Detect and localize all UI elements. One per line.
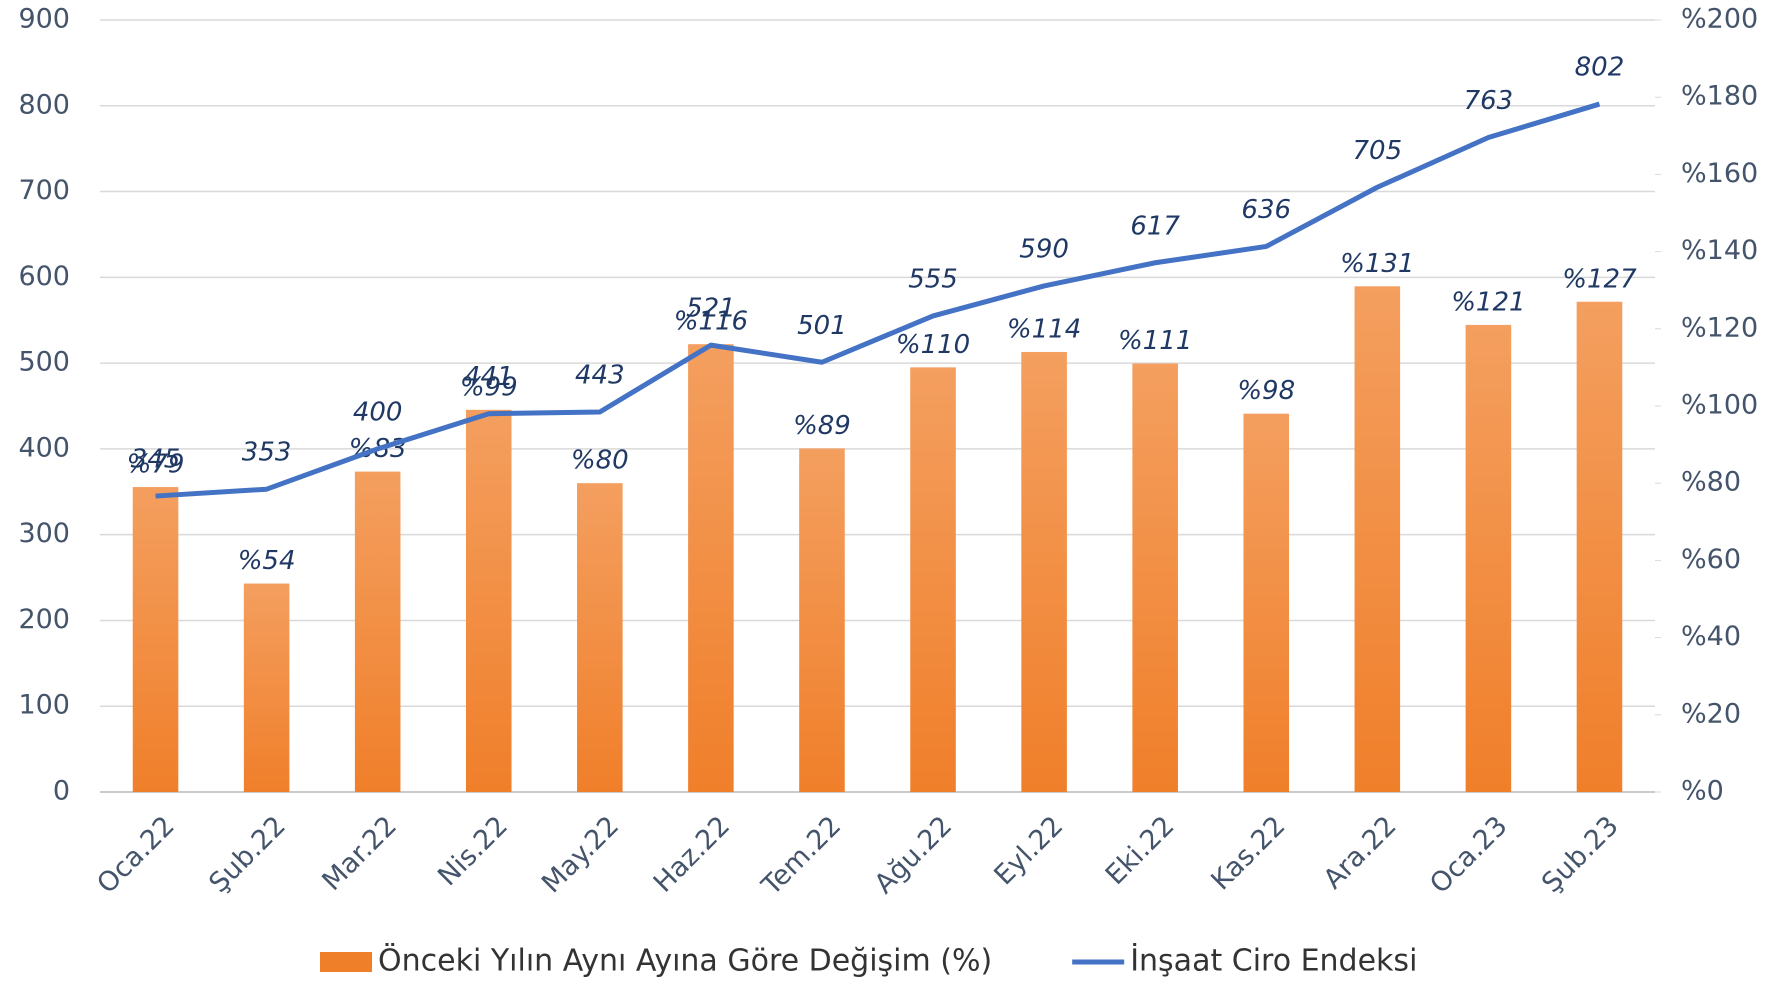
- bar-shade: [465, 409, 512, 792]
- line-value-label: 345: [131, 445, 181, 475]
- legend-swatch: [320, 952, 372, 972]
- line: [155, 101, 1601, 499]
- y-tick-label: 0: [53, 776, 70, 807]
- bar-value-label: %98: [1237, 376, 1295, 406]
- bar-value-label: %114: [1007, 314, 1081, 344]
- bar-value-label: %80: [571, 446, 629, 476]
- legend-label: Önceki Yılın Aynı Ayına Göre Değişim (%): [378, 943, 992, 979]
- x-tick-label: Nis.22: [432, 810, 514, 892]
- x-tick-label: Eki.22: [1100, 810, 1181, 891]
- y2-tick-label: %40: [1681, 621, 1741, 652]
- x-tick-label: Ara.22: [1318, 810, 1403, 895]
- line-value-label: 763: [1464, 86, 1514, 116]
- line-value-label: 590: [1019, 234, 1069, 264]
- line-value-label: 521: [686, 294, 736, 324]
- x-tick-label: May.22: [536, 810, 625, 899]
- legend-label: İnşaat Ciro Endeksi: [1130, 943, 1417, 979]
- y2-tick-label: %160: [1681, 158, 1758, 189]
- bar-value-label: %99: [460, 372, 518, 402]
- bar-shade: [354, 471, 401, 792]
- bar-shade: [1354, 286, 1401, 792]
- line-value-label: 443: [575, 361, 625, 391]
- y-tick-label: 400: [18, 432, 70, 463]
- bar-shade: [1576, 301, 1623, 792]
- bar-value-label: %111: [1118, 326, 1192, 356]
- bar-shade: [688, 344, 734, 792]
- bar-value-label: %127: [1562, 264, 1637, 294]
- y-tick-label: 100: [18, 690, 70, 721]
- y2-tick-label: %120: [1681, 312, 1758, 343]
- x-tick-label: Haz.22: [648, 810, 736, 898]
- y2-tick-label: %140: [1681, 235, 1758, 266]
- line-value-label: 802: [1575, 53, 1625, 83]
- bar-shade: [243, 583, 290, 792]
- bar-shade: [1132, 363, 1178, 792]
- y-tick-label: 600: [18, 261, 70, 292]
- x-tick-label: Şub.23: [1536, 810, 1625, 899]
- y2-tick-label: %180: [1681, 81, 1758, 112]
- bar-value-label: %89: [793, 411, 851, 441]
- y2-tick-label: %60: [1681, 544, 1741, 575]
- y-tick-label: 800: [18, 89, 70, 120]
- y2-tick-label: %80: [1681, 467, 1741, 498]
- bar-value-label: %54: [238, 546, 296, 576]
- bar-shade: [799, 448, 845, 792]
- y2-tick-label: %20: [1681, 698, 1741, 729]
- line-value-label: 400: [353, 397, 403, 427]
- bar-shade: [1465, 324, 1512, 792]
- line-value-label: 441: [464, 362, 514, 392]
- x-tick-label: Kas.22: [1205, 810, 1291, 896]
- x-tick-label: Oca.23: [1424, 810, 1514, 900]
- bar-shade: [577, 483, 623, 792]
- line-value-label: 501: [797, 311, 847, 341]
- y-tick-label: 900: [18, 4, 70, 35]
- line-value-label: 636: [1241, 195, 1291, 225]
- y-tick-label: 200: [18, 604, 70, 635]
- bar-value-label: %121: [1451, 287, 1525, 317]
- line-value-label: 705: [1353, 136, 1403, 166]
- x-tick-label: Eyl.22: [988, 810, 1069, 891]
- line-value-label: 617: [1130, 211, 1180, 241]
- y2-tick-label: %0: [1681, 776, 1724, 807]
- bar-shade: [1243, 413, 1290, 792]
- bar-value-label: %79: [127, 450, 185, 480]
- bar-value-label: %131: [1340, 249, 1414, 279]
- y-tick-label: 300: [18, 518, 70, 549]
- x-tick-label: Şub.22: [203, 810, 292, 899]
- y2-tick-label: %100: [1681, 390, 1758, 421]
- bar-value-label: %116: [674, 307, 748, 337]
- bar-shade: [1021, 351, 1067, 792]
- x-tick-label: Ağu.22: [869, 810, 959, 900]
- x-tick-label: Mar.22: [316, 810, 403, 897]
- bar-shade: [132, 487, 179, 792]
- bar-value-label: %110: [896, 330, 970, 360]
- x-tick-label: Tem.22: [755, 810, 847, 902]
- line-value-label: 555: [908, 264, 958, 294]
- y-tick-label: 500: [18, 347, 70, 378]
- line-value-label: 353: [242, 438, 292, 468]
- x-tick-label: Oca.22: [91, 810, 181, 900]
- bar-shade: [910, 367, 956, 792]
- y2-tick-label: %200: [1681, 4, 1758, 35]
- y-tick-label: 700: [18, 175, 70, 206]
